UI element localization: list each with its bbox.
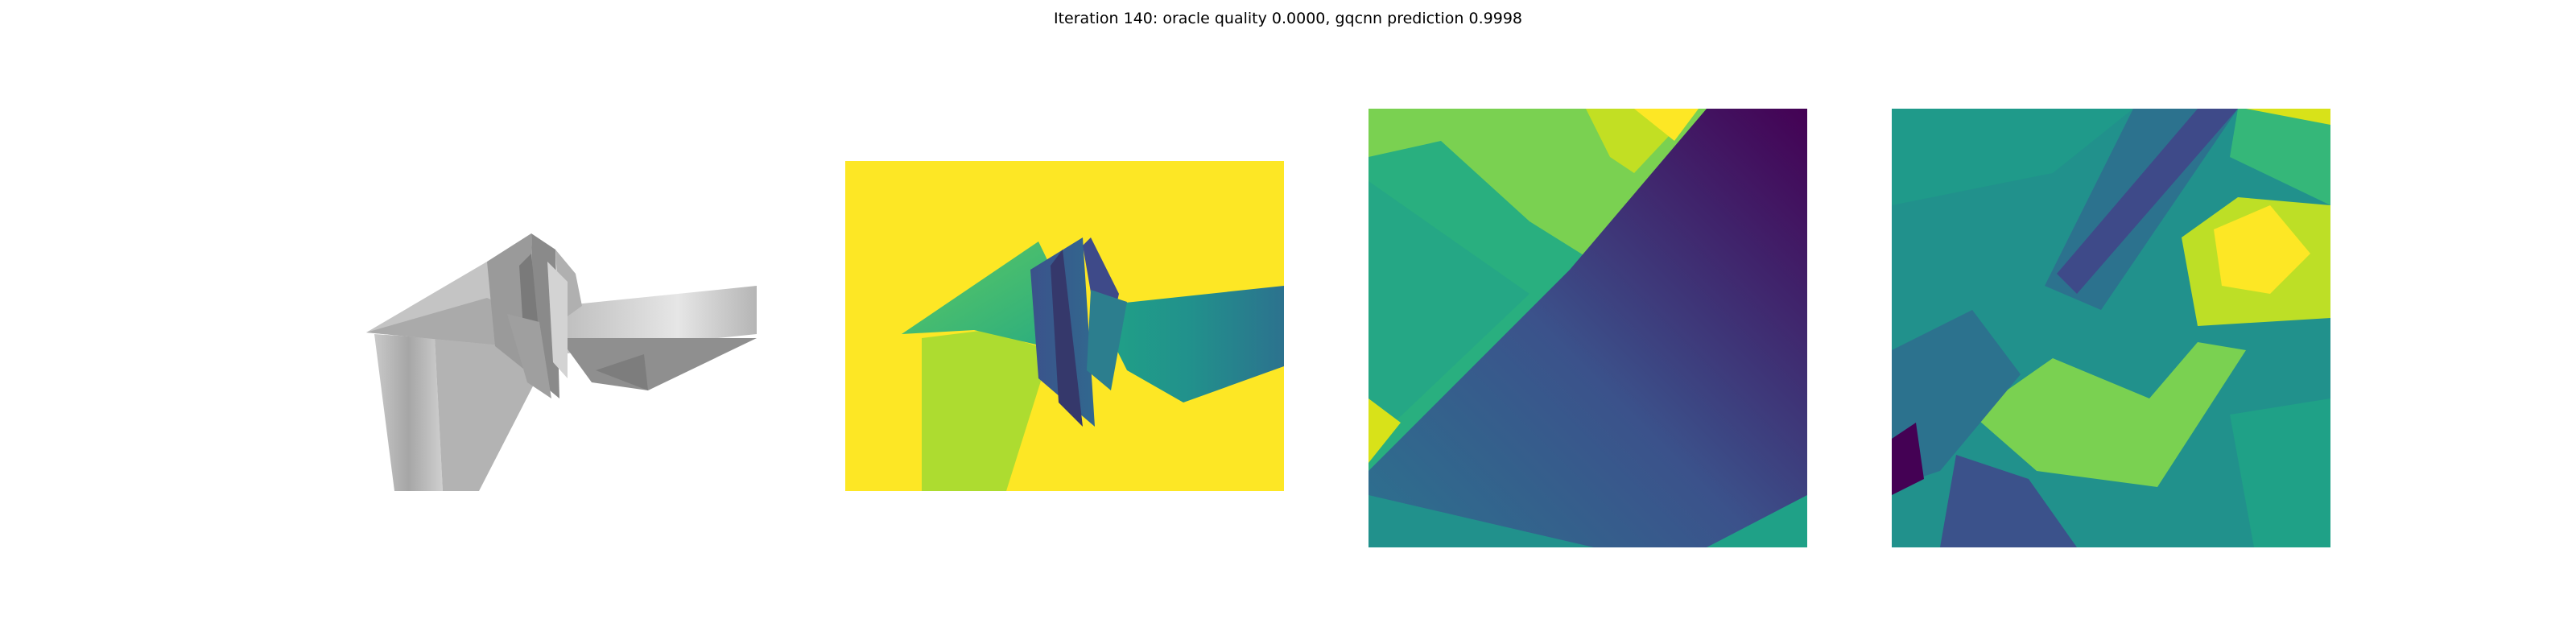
- prediction-map-image: [1892, 109, 2330, 547]
- figure-title: Iteration 140: oracle quality 0.0000, gq…: [1053, 10, 1522, 27]
- depth-crop-image: [1368, 109, 1807, 547]
- depth-image: [845, 161, 1284, 491]
- rendered-object-image: [366, 233, 757, 491]
